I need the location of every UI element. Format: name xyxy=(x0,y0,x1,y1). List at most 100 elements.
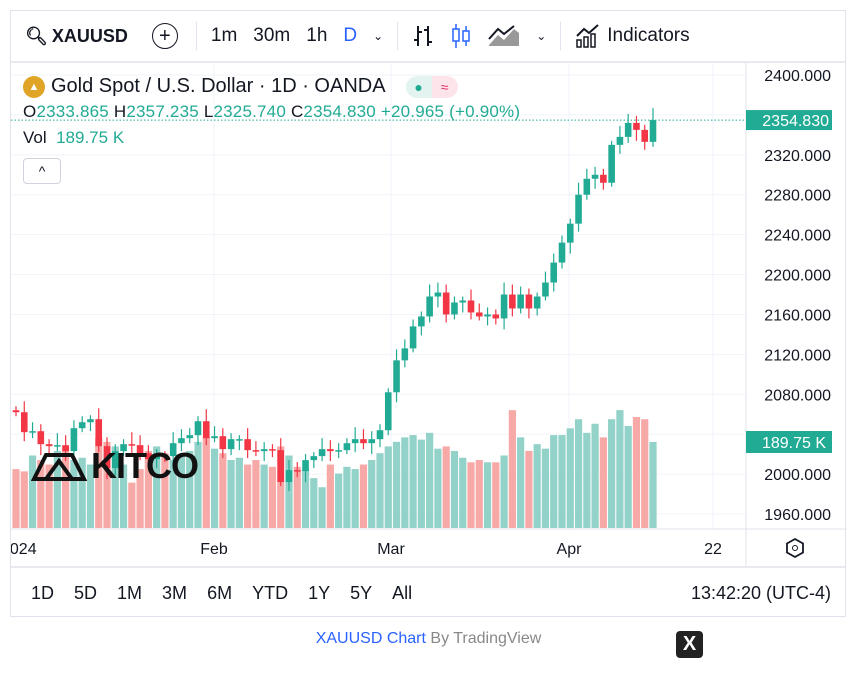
volume-bar xyxy=(161,453,169,528)
status-pill[interactable]: ● ≈ xyxy=(405,75,458,98)
candle-body xyxy=(269,449,276,451)
candle-body xyxy=(327,449,334,452)
kitco-watermark-logo: KITCO xyxy=(31,445,199,487)
range-5y[interactable]: 5Y xyxy=(350,582,373,603)
candle-body xyxy=(591,174,599,179)
volume-bar xyxy=(260,464,268,528)
candle-body xyxy=(525,294,533,309)
candle-body xyxy=(616,136,624,145)
candle-body xyxy=(202,421,210,439)
bars-chart-icon[interactable] xyxy=(404,11,442,61)
volume-bar xyxy=(409,435,417,528)
symbol-title: Gold Spot / U.S. Dollar · 1D · OANDA xyxy=(51,75,386,97)
candle-body xyxy=(186,435,194,439)
price-tick-label: 2000.000 xyxy=(764,467,831,484)
chart-type-dropdown-chevron-icon[interactable]: ⌄ xyxy=(536,29,547,43)
by-tradingview[interactable]: By TradingView xyxy=(425,630,542,647)
add-symbol-button[interactable]: + xyxy=(151,23,178,49)
area-chart-icon[interactable] xyxy=(480,11,528,61)
candle-body xyxy=(649,120,657,142)
range-all[interactable]: All xyxy=(392,582,413,603)
volume-bar xyxy=(70,460,78,528)
time-axis-label: Feb xyxy=(200,541,228,558)
volume-bar xyxy=(169,460,177,528)
volume-bar xyxy=(326,464,334,528)
volume-bar xyxy=(376,453,384,528)
interval-30m[interactable]: 30m xyxy=(253,25,291,46)
volume-bar xyxy=(632,416,641,528)
volume-bar xyxy=(194,441,202,528)
candle-body xyxy=(153,455,160,460)
search-icon: 🔍︎ xyxy=(25,25,48,46)
collapse-legend-button[interactable]: ^ xyxy=(23,158,61,184)
interval-dropdown-chevron-icon[interactable]: ⌄ xyxy=(373,29,384,43)
candle-body xyxy=(351,439,359,444)
volume-bar xyxy=(359,464,368,528)
range-1m[interactable]: 1M xyxy=(117,582,143,603)
range-1y[interactable]: 1Y xyxy=(308,582,331,603)
candle-body xyxy=(542,282,549,297)
volume-bar xyxy=(144,450,152,528)
volume-bar xyxy=(335,473,343,528)
candle-body xyxy=(260,449,268,452)
symbol-search-button[interactable]: 🔍︎ XAUUSD xyxy=(11,11,136,61)
candle-body xyxy=(401,348,409,361)
volume-bar xyxy=(417,439,425,528)
interval-d[interactable]: D xyxy=(343,25,358,46)
range-5d[interactable]: 5D xyxy=(74,582,98,603)
candle-body xyxy=(70,428,78,452)
candle-body xyxy=(492,314,500,319)
range-6m[interactable]: 6M xyxy=(207,582,233,603)
volume-bar xyxy=(450,450,459,528)
range-3m[interactable]: 3M xyxy=(162,582,188,603)
interval-1h[interactable]: 1h xyxy=(306,25,328,46)
volume-bar xyxy=(616,410,624,528)
candle-body xyxy=(633,122,640,130)
volume-bar xyxy=(550,435,558,528)
interval-1m[interactable]: 1m xyxy=(210,25,238,46)
candle-body xyxy=(608,144,615,183)
candle-body xyxy=(236,439,243,441)
volume-bar xyxy=(45,464,53,528)
candle-body xyxy=(459,300,467,303)
legend: ▲ Gold Spot / U.S. Dollar · 1D · OANDA ● ≈… xyxy=(23,75,520,184)
volume-bar xyxy=(20,471,28,528)
volume-bar xyxy=(566,428,574,528)
price-tick-label: 2320.000 xyxy=(764,148,831,165)
candle-body xyxy=(219,436,227,450)
volume-bar xyxy=(86,464,95,528)
candle-body xyxy=(575,194,582,224)
settings-icon[interactable] xyxy=(786,537,804,559)
candle-body xyxy=(45,444,53,447)
volume-bar xyxy=(541,448,550,528)
candles-chart-icon[interactable] xyxy=(442,11,480,61)
last-price-badge xyxy=(746,110,832,131)
chart-link[interactable]: XAUUSD Chart xyxy=(315,630,426,647)
volume-bar xyxy=(517,437,525,528)
candle-body xyxy=(78,422,86,429)
volume-bar xyxy=(583,432,591,528)
candle-body xyxy=(87,419,94,423)
candle-body xyxy=(624,122,632,137)
volume-bar xyxy=(219,453,227,528)
price-chart[interactable]: 2400.000 2320.000 2280.000 2240.000 2200.000… xyxy=(11,63,847,566)
indicators-button[interactable]: Indicators xyxy=(567,11,697,61)
range-1d[interactable]: 1D xyxy=(31,582,55,603)
candle-body xyxy=(244,439,251,451)
volume-bar xyxy=(434,448,442,528)
volume-legend: Vol 189.75 K xyxy=(23,128,125,147)
range-ytd[interactable]: YTD xyxy=(252,582,289,603)
close-button[interactable]: X xyxy=(676,631,703,658)
symbol-label: XAUUSD xyxy=(51,25,128,46)
volume-bar xyxy=(119,464,128,528)
candle-body xyxy=(566,223,574,243)
volume-bar xyxy=(210,448,219,528)
volume-bar xyxy=(351,469,359,528)
divider xyxy=(195,22,197,50)
divider xyxy=(560,22,562,50)
volume-bar xyxy=(136,469,144,528)
clock[interactable]: 13:42:20 (UTC-4) xyxy=(690,582,831,603)
toolbar: 🔍︎ XAUUSD + 1m 30m 1h D ⌄ ⌄ Indicators xyxy=(11,11,845,63)
attribution: XAUUSD Chart By TradingView xyxy=(0,630,857,648)
candle-body xyxy=(62,445,69,452)
